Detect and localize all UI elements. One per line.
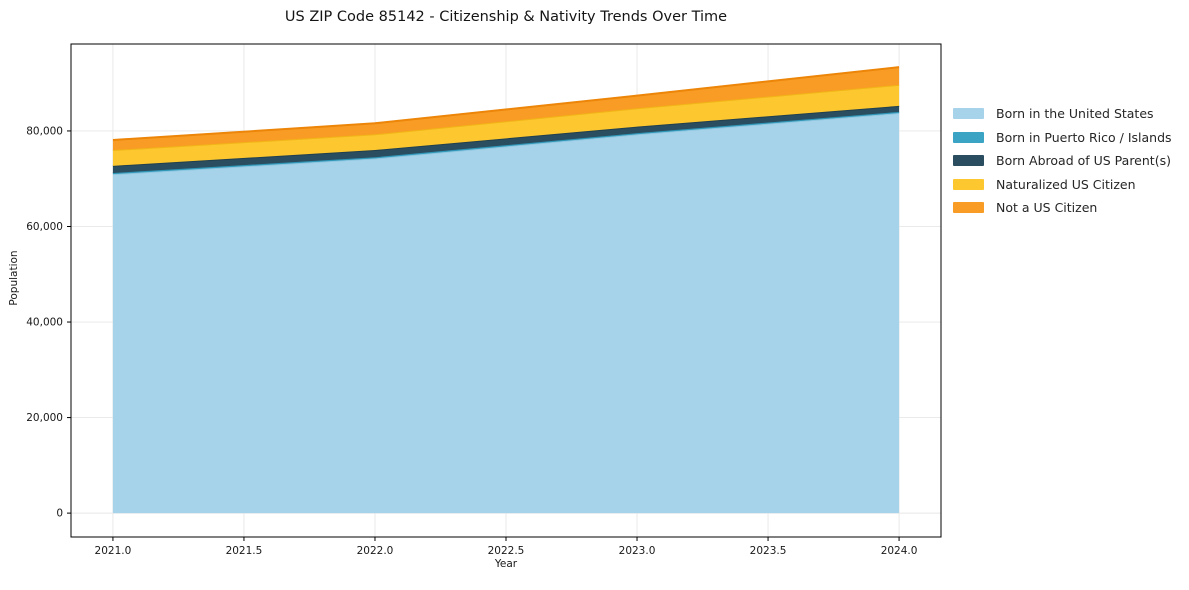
- legend-label: Born in the United States: [996, 106, 1154, 122]
- y-tick-label: 20,000: [26, 412, 63, 424]
- area-band: [112, 67, 900, 151]
- area-band: [112, 105, 900, 173]
- legend-swatch: [953, 178, 984, 190]
- y-tick-label: 60,000: [26, 221, 63, 233]
- chart-title: US ZIP Code 85142 - Citizenship & Nativi…: [284, 9, 728, 25]
- area-band-edge: [112, 104, 900, 167]
- x-tick-label: 2023.0: [619, 545, 656, 557]
- y-tick-label: 40,000: [26, 317, 63, 329]
- legend-item-4: Not a US Citizen: [953, 196, 1172, 220]
- legend-label: Born in Puerto Rico / Islands: [996, 129, 1172, 145]
- legend-swatch: [953, 131, 984, 143]
- legend-item-3: Naturalized US Citizen: [953, 173, 1172, 197]
- x-tick-label: 2022.5: [488, 545, 525, 557]
- y-axis-label: Population: [8, 250, 20, 306]
- legend-label: Not a US Citizen: [996, 200, 1098, 216]
- legend-item-2: Born Abroad of US Parent(s): [953, 149, 1172, 173]
- legend-item-0: Born in the United States: [953, 102, 1172, 126]
- y-tick-label: 0: [56, 508, 63, 520]
- x-tick-label: 2021.5: [226, 545, 263, 557]
- area-band: [112, 84, 900, 166]
- legend-swatch: [953, 202, 984, 214]
- legend-label: Naturalized US Citizen: [996, 176, 1136, 192]
- legend-item-1: Born in Puerto Rico / Islands: [953, 126, 1172, 150]
- x-tick-label: 2021.0: [95, 545, 132, 557]
- x-tick-label: 2023.5: [750, 545, 787, 557]
- y-tick-label: 80,000: [26, 125, 63, 137]
- area-band-edge: [112, 66, 900, 142]
- legend-swatch: [953, 155, 984, 167]
- legend-label: Born Abroad of US Parent(s): [996, 153, 1171, 169]
- x-axis-label: Year: [494, 558, 518, 570]
- x-tick-label: 2024.0: [881, 545, 918, 557]
- x-tick-label: 2022.0: [357, 545, 394, 557]
- legend-swatch: [953, 108, 984, 120]
- area-band: [112, 113, 900, 514]
- legend: Born in the United States Born in Puerto …: [953, 102, 1172, 220]
